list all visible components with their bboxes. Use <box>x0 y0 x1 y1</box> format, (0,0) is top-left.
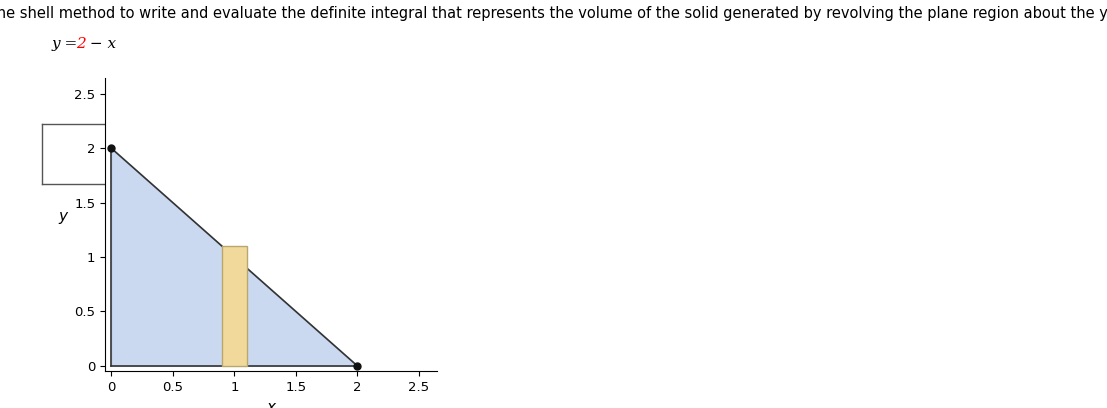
Bar <box>223 246 247 366</box>
Text: y =: y = <box>52 37 83 51</box>
Text: − x: − x <box>85 37 116 51</box>
Text: Use the shell method to write and evaluate the definite integral that represents: Use the shell method to write and evalua… <box>0 6 1107 21</box>
Text: 2: 2 <box>76 37 86 51</box>
X-axis label: x: x <box>267 399 276 408</box>
Y-axis label: y: y <box>59 209 68 224</box>
